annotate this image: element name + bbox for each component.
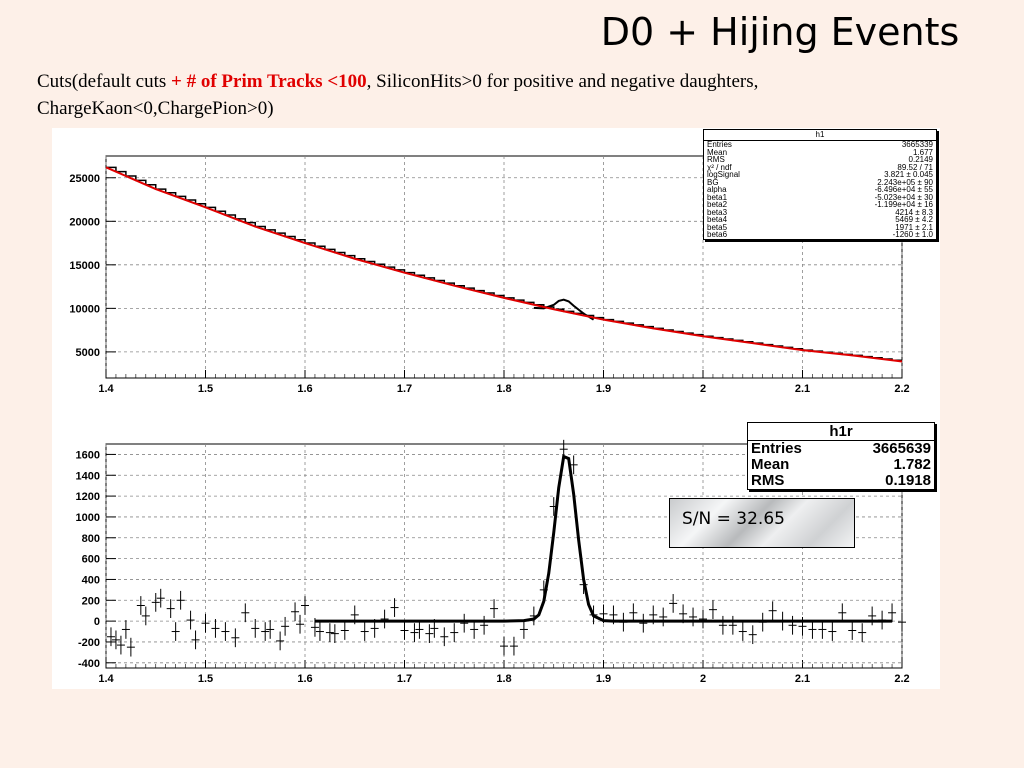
cuts-prefix: Cuts(default cuts	[37, 71, 172, 92]
stats-h1-row: beta1 -5.023e+04 ± 30	[704, 192, 936, 202]
stats-h1-row: beta5 1971 ± 2.1	[704, 222, 936, 232]
stats-h1r-label: RMS	[751, 472, 785, 489]
stats-h1r-label: Mean	[751, 456, 790, 473]
cuts-suffix: , SiliconHits>0 for positive and negativ…	[366, 71, 759, 92]
stats-h1-row: logSignal 3.821 ± 0.045	[704, 171, 936, 179]
h1-x-tick-label: 1.7	[397, 383, 412, 395]
stats-h1-row: RMS 0.2149	[704, 156, 936, 164]
stats-h1-label: beta1	[707, 192, 728, 202]
stats-h1-value: 3665339	[901, 140, 933, 149]
h1r-y-tick-label: 1000	[76, 512, 100, 524]
h1-x-tick-label: 1.4	[98, 383, 114, 395]
h1-x-tick-label: 1.6	[297, 383, 312, 395]
stats-h1-value: 2.243e+05 ± 90	[877, 177, 933, 187]
h1-background-fit-line	[105, 166, 903, 363]
h1r-x-tick-label: 1.7	[397, 673, 412, 685]
stats-h1-value: 5469 ± 4.2	[895, 215, 933, 224]
h1r-y-tick-label: 0	[94, 616, 100, 628]
figure-panel: 1.4 1.5 1.6 1.7 1.8 1.9 2 2.1 2.2 5000 10000 15000 2…	[52, 128, 940, 689]
h1r-x-tick-label: 2	[700, 673, 706, 685]
h1-y-tick-label: 25000	[69, 173, 100, 185]
cuts-line2: ChargeKaon<0,ChargePion>0)	[37, 98, 274, 119]
signal-to-noise-label: S/N = 32.65	[682, 509, 785, 529]
h1r-x-tick-label: 1.8	[496, 673, 511, 685]
stats-h1-label: BG	[707, 177, 719, 187]
cuts-description: Cuts(default cuts + # of Prim Tracks <10…	[37, 68, 997, 122]
stats-h1r-row: Mean 1.782	[748, 457, 934, 473]
stats-h1r-label: Entries	[751, 440, 802, 457]
h1r-y-tick-label: -400	[78, 658, 100, 670]
stats-h1-row: beta4 5469 ± 4.2	[704, 216, 936, 224]
stats-h1-label: logSignal	[707, 170, 740, 179]
stats-h1-label: beta6	[707, 230, 728, 239]
h1r-x-tick-label: 2.2	[894, 673, 909, 685]
signal-to-noise-box: S/N = 32.65	[669, 498, 855, 548]
stats-h1-value: -5.023e+04 ± 30	[874, 192, 933, 202]
h1r-y-tick-label: 1200	[76, 491, 100, 503]
stats-h1r-value: 3665639	[872, 440, 931, 457]
h1-x-tick-label: 1.8	[496, 383, 511, 395]
stats-h1r-row: RMS 0.1918	[748, 473, 934, 489]
h1-x-tick-label: 2.2	[894, 383, 909, 395]
h1-x-tick-label: 2.1	[795, 383, 810, 395]
stats-h1-label: beta3	[707, 207, 728, 217]
stats-h1-label: RMS	[707, 155, 725, 164]
h1r-y-tick-label: 1400	[76, 470, 100, 482]
stats-h1-label: beta5	[707, 222, 728, 232]
h1r-x-tick-label: 1.4	[98, 673, 114, 685]
h1-x-tick-label: 1.9	[596, 383, 611, 395]
stats-h1-row: beta6 -1260 ± 1.0	[704, 231, 936, 239]
h1-y-tick-label: 10000	[69, 303, 100, 315]
stats-box-h1-title: h1	[704, 130, 936, 141]
stats-h1-value: 89.52 / 71	[897, 162, 933, 172]
stats-h1r-value: 0.1918	[885, 472, 931, 489]
stats-h1r-value: 1.782	[893, 456, 931, 473]
h1r-x-tick-label: 2.1	[795, 673, 810, 685]
h1r-y-tick-label: 200	[82, 595, 100, 607]
stats-h1-value: 3.821 ± 0.045	[884, 170, 933, 179]
stats-h1-label: Mean	[707, 147, 728, 157]
stats-h1-label: beta2	[707, 200, 728, 209]
stats-box-h1: h1 Entries 3665339 Mean 1.677 RMS 0.2149 χ² / …	[703, 129, 937, 240]
stats-h1-label: alpha	[707, 185, 727, 194]
stats-h1-label: χ² / ndf	[707, 162, 732, 172]
stats-table-h1: Entries 3665339 Mean 1.677 RMS 0.2149 χ² / ndf…	[704, 141, 936, 239]
stats-h1-row: Mean 1.677	[704, 147, 936, 157]
cuts-highlight: + # of Prim Tracks <100	[171, 71, 367, 92]
stats-h1r-row: Entries 3665639	[748, 441, 934, 457]
stats-h1-row: beta2 -1.199e+04 ± 16	[704, 201, 936, 209]
stats-h1-label: Entries	[707, 140, 732, 149]
h1r-y-tick-label: 1600	[76, 449, 100, 461]
stats-h1-label: beta4	[707, 215, 728, 224]
stats-h1-value: 1.677	[912, 147, 933, 157]
h1r-gaussian-fit-line	[314, 454, 893, 623]
h1-x-tick-label: 2	[700, 383, 706, 395]
h1-y-tick-label: 5000	[76, 347, 100, 359]
slide-title: D0 + Hijing Events	[600, 10, 960, 54]
stats-box-h1r: h1r Entries 3665639 Mean 1.782 RMS 0.1918	[747, 422, 935, 490]
stats-h1-row: alpha -6.496e+04 ± 55	[704, 186, 936, 194]
h1r-y-tick-label: 400	[82, 574, 100, 586]
stats-h1-value: -6.496e+04 ± 55	[874, 185, 933, 194]
stats-table-h1r: Entries 3665639 Mean 1.782 RMS 0.1918	[748, 441, 934, 489]
h1r-y-tick-label: -200	[78, 637, 100, 649]
h1r-x-tick-label: 1.9	[596, 673, 611, 685]
stats-h1-row: χ² / ndf 89.52 / 71	[704, 162, 936, 172]
stats-h1-row: Entries 3665339	[704, 141, 936, 149]
h1r-x-tick-label: 1.5	[198, 673, 213, 685]
h1r-x-tick-label: 1.6	[297, 673, 312, 685]
stats-h1-value: 4214 ± 8.3	[895, 207, 933, 217]
stats-h1-row: beta3 4214 ± 8.3	[704, 207, 936, 217]
h1-y-tick-label: 20000	[69, 216, 100, 228]
h1r-y-tick-label: 800	[82, 533, 100, 545]
stats-h1-value: 1971 ± 2.1	[895, 222, 933, 232]
stats-h1-value: -1260 ± 1.0	[892, 230, 933, 239]
stats-h1-row: BG 2.243e+05 ± 90	[704, 177, 936, 187]
h1-x-tick-label: 1.5	[198, 383, 213, 395]
h1r-y-tick-label: 600	[82, 554, 100, 566]
stats-h1-value: -1.199e+04 ± 16	[874, 200, 933, 209]
stats-box-h1r-title: h1r	[748, 423, 934, 441]
stats-h1-value: 0.2149	[908, 155, 933, 164]
h1-y-tick-label: 15000	[69, 260, 100, 272]
